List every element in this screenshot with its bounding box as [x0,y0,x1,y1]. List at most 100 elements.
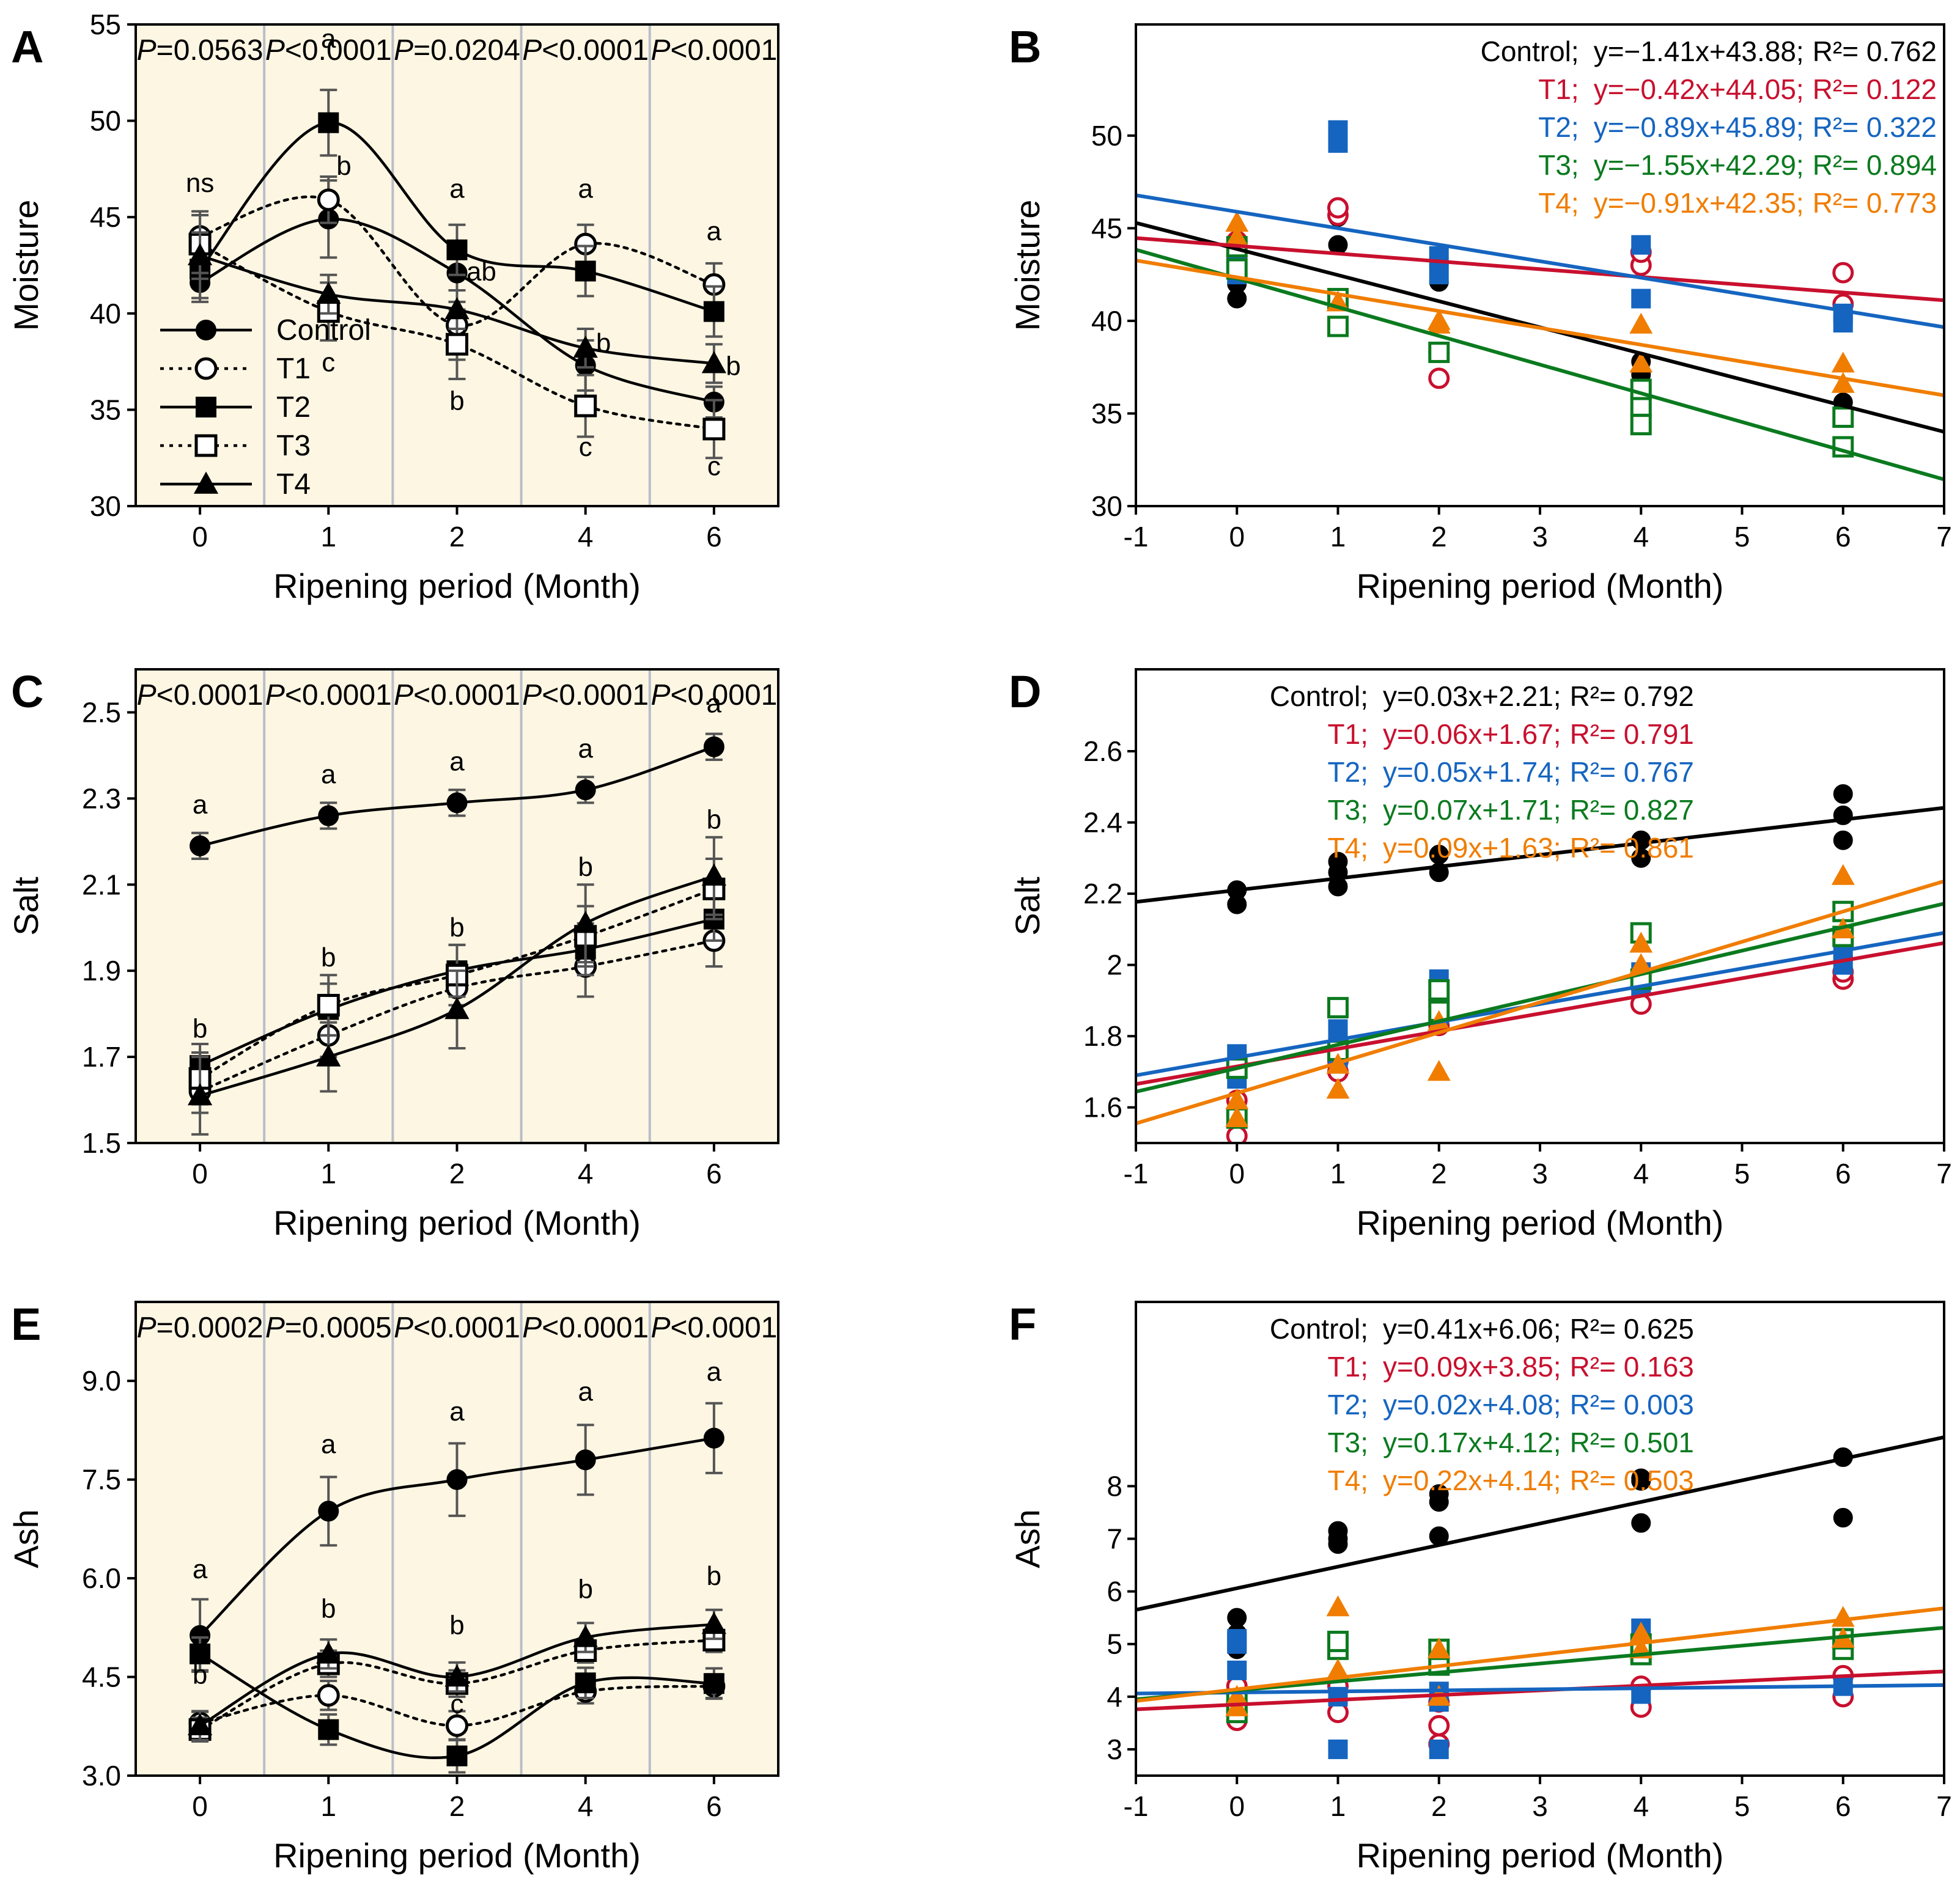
equation-formula: y=0.41x+6.06; [1383,1313,1561,1345]
x-tick-label: 5 [1734,521,1750,553]
p-value-number: <0.0001 [542,34,649,67]
significance-letter: ns [186,168,214,198]
equation-name: T2; [1328,1389,1368,1421]
x-tick-label: 4 [578,1158,594,1189]
plot-area [1136,784,1944,1143]
data-point [1631,289,1651,309]
significance-letter: b [193,1660,207,1689]
regression-line-t1 [1136,236,1944,303]
x-axis-label: Ripening period (Month) [1357,1204,1724,1242]
equation-control: Control; y=−1.41x+43.88; R²= 0.762 [1481,35,1937,67]
x-tick-label: 4 [578,521,594,553]
data-point [1327,1630,1349,1652]
p-value: P=0.0005 [265,1312,392,1344]
legend-label: T4 [276,468,311,501]
data-point [1326,1078,1350,1099]
data-point [1833,830,1853,850]
legend: Control T1 T2 T3 T4 [160,314,371,501]
x-axis-label: Ripening period (Month) [1357,567,1724,605]
data-point [1328,1739,1348,1759]
p-value: P<0.0001 [650,679,777,711]
p-value-number: <0.0001 [670,679,777,711]
equation-formula: y=0.05x+1.74; [1383,756,1561,788]
series-t4 [188,231,726,384]
equation-t2: T2; y=0.02x+4.08; R²= 0.003 [1328,1389,1694,1421]
equation-formula: y=−0.42x+44.05; [1594,73,1804,105]
x-tick-label: 7 [1936,1158,1952,1189]
data-point [1833,784,1853,804]
data-point [1428,979,1450,1001]
y-tick-label: 2 [1107,949,1122,981]
significance-letter: b [726,351,740,381]
plot-area [1136,1435,1944,1759]
panel-letter: C [11,666,43,717]
x-tick-label: 0 [1229,521,1245,553]
p-value-symbol: P [394,1312,413,1344]
data-point [703,736,724,757]
p-value-number: <0.0001 [670,1312,777,1344]
x-tick-label: 4 [578,1790,594,1822]
data-point [446,239,468,260]
data-point [1328,851,1348,872]
p-value: P=0.0204 [394,34,520,67]
data-point [446,1714,468,1737]
significance-letter: c [451,1689,464,1719]
data-point [701,351,726,373]
regression-equations: Control; y=−1.41x+43.88; R²= 0.762 T1; y=−0.… [1481,35,1937,219]
significance-letter: b [321,1594,336,1624]
x-tick-label: 6 [706,1790,722,1822]
y-tick-label: 1.7 [82,1041,121,1073]
significance-letter: b [336,151,351,181]
series-control [1227,207,1853,424]
series-control [190,732,724,860]
legend-label: Control [276,314,371,347]
p-value-number: <0.0001 [413,679,520,711]
regression-line-t3 [1136,1626,1944,1702]
y-tick-label: 35 [90,394,121,425]
y-tick-label: 3.0 [82,1760,121,1792]
data-point [444,1664,470,1687]
data-point [575,1672,596,1694]
equation-formula: y=0.09x+1.63; [1383,832,1561,864]
equation-t1: T1; y=−0.42x+44.05; R²= 0.122 [1538,73,1937,105]
data-point [317,994,340,1017]
x-tick-label: 1 [1330,521,1346,553]
x-tick-label: 2 [1431,1158,1447,1189]
significance-letter: b [449,913,464,943]
equation-r2: R²= 0.773 [1813,187,1937,219]
series-control [190,1402,724,1673]
data-point [1831,351,1855,373]
data-point [1328,1019,1348,1039]
significance-letter: a [321,24,336,54]
equation-t3: T3; y=0.17x+4.12; R²= 0.501 [1328,1427,1694,1458]
equation-formula: y=0.07x+1.71; [1383,794,1561,826]
p-value-symbol: P [650,679,670,711]
data-point [573,1625,598,1647]
plot-area [1136,120,1944,482]
equation-t4: T4; y=−0.91x+42.35; R²= 0.773 [1538,187,1937,219]
y-tick-label: 2.3 [82,782,121,814]
p-value-symbol: P [394,679,413,711]
equation-name: T2; [1538,111,1579,143]
p-value: P<0.0001 [265,34,392,67]
data-point [703,301,724,322]
significance-letter: c [579,432,592,462]
equation-t4: T4; y=0.22x+4.14; R²= 0.503 [1328,1465,1694,1496]
y-tick-label: 6.0 [82,1562,121,1594]
data-point [318,1501,339,1522]
significance-letter: c [322,347,335,377]
regression-line-t4 [1136,259,1944,397]
data-point [1225,1106,1249,1128]
significance-letter: a [321,760,336,790]
data-point [1631,235,1651,255]
y-tick-label: 2.1 [82,869,121,900]
series-t2 [190,1636,724,1774]
data-point [701,863,726,886]
x-tick-label: 6 [1835,1158,1851,1189]
x-tick-label: 4 [1633,1790,1649,1822]
data-point [703,1427,724,1449]
data-point [190,835,211,856]
y-tick-label: 2.2 [1083,878,1122,910]
panel-d: D Salt Ripening period (Month) 1.6 1.8 2 2.2 2.… [1008,666,1952,1242]
equation-t1: T1; y=0.09x+3.85; R²= 0.163 [1328,1351,1694,1383]
